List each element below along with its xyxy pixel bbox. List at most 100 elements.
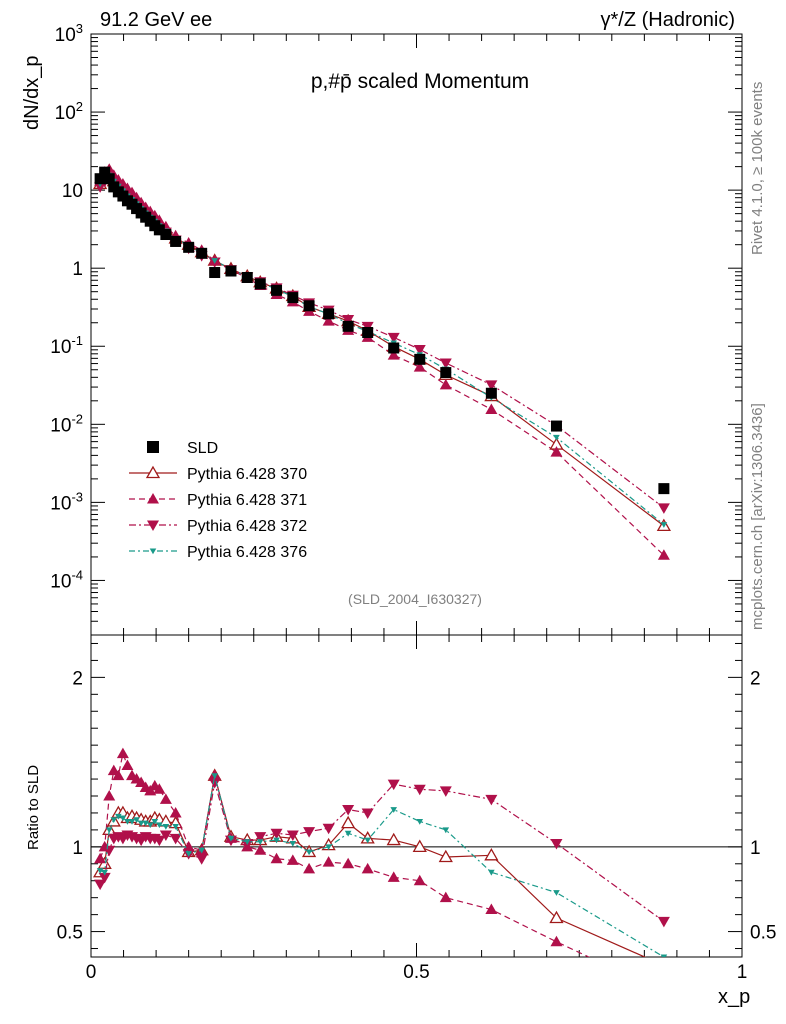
data-point xyxy=(412,839,427,852)
data-point xyxy=(101,869,108,876)
data-point xyxy=(484,848,499,861)
data-point xyxy=(110,817,118,824)
data-point xyxy=(387,349,400,360)
ratio-y-axis-label: Ratio to SLD xyxy=(25,765,42,850)
data-point xyxy=(342,805,355,816)
data-point xyxy=(147,441,159,453)
data-point xyxy=(386,832,401,846)
data-point xyxy=(254,832,267,843)
data-point xyxy=(211,258,218,264)
data-point xyxy=(303,862,316,874)
data-point xyxy=(241,271,253,283)
x-tick-label: 0.5 xyxy=(403,962,429,983)
y-tick-label: 10-4 xyxy=(50,567,83,592)
data-point xyxy=(160,229,172,241)
legend: SLD Pythia 6.428 370 Pythia 6.428 371 Pythi… xyxy=(129,440,307,561)
series-line xyxy=(99,176,665,509)
data-point xyxy=(323,308,335,320)
data-point xyxy=(103,173,115,185)
data-point xyxy=(550,838,563,850)
data-point xyxy=(270,852,283,864)
mcplots-credit: mcplots.cern.ch [arXiv:1306.3436] xyxy=(749,403,766,630)
series-line xyxy=(99,174,665,526)
ratio-line xyxy=(99,775,647,957)
legend-item: Pythia 6.428 370 xyxy=(129,465,307,483)
data-point xyxy=(305,849,313,856)
data-point xyxy=(254,278,266,290)
data-point xyxy=(485,903,498,915)
data-point xyxy=(658,987,670,998)
ratio-y-tick-label: 2 xyxy=(72,668,83,689)
data-point xyxy=(211,773,218,779)
data-point xyxy=(96,868,104,874)
y-tick-label: 10-3 xyxy=(50,489,83,514)
ratio-tick-labels: 0.5 0.51 12 20 0.5 1 xyxy=(57,668,777,983)
data-point xyxy=(488,869,495,876)
data-point xyxy=(227,835,235,842)
legend-label: SLD xyxy=(187,440,218,457)
legend-label: Pythia 6.428 371 xyxy=(187,492,307,509)
data-point xyxy=(342,315,355,326)
main-series-layer xyxy=(92,163,672,560)
data-point xyxy=(660,522,668,528)
data-point xyxy=(387,332,400,344)
data-point xyxy=(156,822,163,829)
data-point xyxy=(439,358,452,370)
data-point xyxy=(322,823,335,835)
rivet-credit: Rivet 4.1.0, ≥ 100k events xyxy=(749,82,766,255)
ratio-y-tick-label: 2 xyxy=(750,668,761,689)
data-point xyxy=(142,820,149,827)
data-point xyxy=(658,959,670,970)
legend-item: Pythia 6.428 372 xyxy=(129,518,307,535)
data-point xyxy=(322,315,335,326)
data-point xyxy=(413,784,426,796)
y-tick-label: 102 xyxy=(55,99,83,124)
ratio-series-layer xyxy=(92,747,670,998)
data-point xyxy=(439,378,452,390)
ratio-axis-ticks xyxy=(90,635,743,957)
data-point xyxy=(440,367,452,379)
data-point xyxy=(361,862,374,874)
data-point xyxy=(416,818,424,825)
ratio-y-tick-label: 1 xyxy=(72,838,83,859)
data-point xyxy=(485,794,498,806)
data-point xyxy=(550,446,563,457)
data-point xyxy=(183,241,195,253)
data-point xyxy=(162,824,170,830)
process-label: γ*/Z (Hadronic) xyxy=(601,9,735,31)
series-line xyxy=(99,174,665,527)
data-point xyxy=(103,790,116,801)
ratio-y-tick-label: 0.5 xyxy=(750,923,776,944)
data-point xyxy=(94,879,107,891)
data-point xyxy=(185,851,192,857)
data-point xyxy=(105,827,113,834)
data-point xyxy=(413,874,426,886)
data-point xyxy=(121,759,134,770)
y-tick-label: 10-2 xyxy=(50,411,83,436)
data-point xyxy=(115,813,122,820)
data-point xyxy=(553,434,560,441)
data-point xyxy=(256,839,264,846)
data-point xyxy=(98,872,111,884)
analysis-label: (SLD_2004_I630327) xyxy=(348,591,482,607)
data-point xyxy=(182,840,195,852)
data-point xyxy=(387,871,400,882)
data-point xyxy=(658,483,670,495)
data-point xyxy=(390,807,398,813)
data-point xyxy=(388,342,400,354)
data-point xyxy=(94,182,107,193)
data-point xyxy=(170,235,182,247)
data-point xyxy=(137,820,145,827)
data-point xyxy=(147,520,159,531)
data-point xyxy=(325,844,332,851)
data-point xyxy=(273,837,280,844)
data-point xyxy=(361,808,374,819)
data-point xyxy=(550,420,562,432)
data-point xyxy=(287,292,299,304)
x-axis-label: x_p xyxy=(718,986,750,1008)
data-point xyxy=(151,818,159,825)
data-point xyxy=(342,320,354,332)
data-point xyxy=(414,353,426,365)
data-point xyxy=(243,839,251,846)
data-point xyxy=(119,815,127,822)
